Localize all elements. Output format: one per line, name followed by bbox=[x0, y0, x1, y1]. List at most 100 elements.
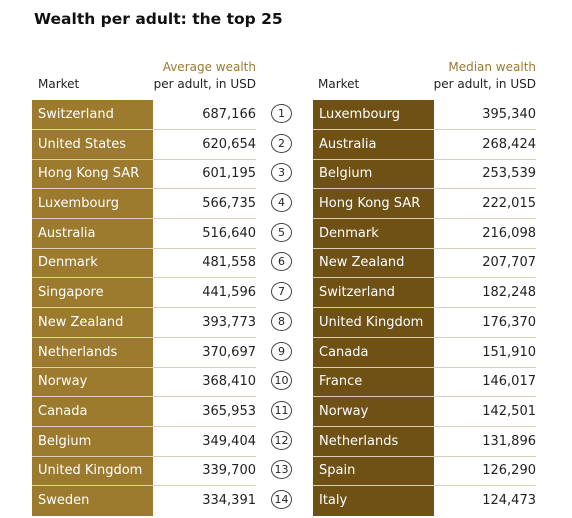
row-divider bbox=[313, 188, 536, 190]
table-row: Luxembourg 566,735 4 Hong Kong SAR 222,015 bbox=[32, 189, 536, 220]
table-row: Belgium 349,404 12 Netherlands 131,896 bbox=[32, 427, 536, 457]
median-wealth-value: 131,896 bbox=[482, 433, 536, 449]
average-market-name: Hong Kong SAR bbox=[38, 166, 140, 182]
table-row: Netherlands 370,697 9 Canada 151,910 bbox=[32, 338, 536, 368]
row-divider bbox=[32, 247, 256, 249]
average-market-name: Denmark bbox=[38, 255, 98, 271]
row-divider bbox=[313, 247, 536, 249]
rank-badge: 10 bbox=[271, 371, 292, 391]
row-divider bbox=[313, 307, 536, 309]
average-wealth-value: 365,953 bbox=[202, 403, 256, 419]
average-wealth-value: 481,558 bbox=[202, 255, 256, 271]
row-divider bbox=[32, 188, 256, 190]
median-wealth-value: 216,098 bbox=[482, 225, 536, 241]
median-market-name: France bbox=[319, 374, 363, 390]
median-market-name: Australia bbox=[319, 136, 377, 152]
rank-badge: 4 bbox=[271, 193, 292, 213]
median-market-name: Hong Kong SAR bbox=[319, 196, 421, 212]
table-row: Canada 365,953 11 Norway 142,501 bbox=[32, 397, 536, 427]
left-value-header-line1: Average wealth bbox=[162, 60, 256, 74]
table-row: Switzerland 687,166 1 Luxembourg 395,340 bbox=[32, 100, 536, 130]
row-divider bbox=[32, 485, 256, 487]
rank-badge: 12 bbox=[271, 430, 292, 450]
row-divider bbox=[32, 158, 256, 160]
median-wealth-value: 124,473 bbox=[482, 492, 536, 508]
table-row: Norway 368,410 10 France 146,017 bbox=[32, 367, 536, 398]
median-wealth-value: 176,370 bbox=[482, 314, 536, 330]
table-row: New Zealand 393,773 8 United Kingdom 176,370 bbox=[32, 308, 536, 338]
average-wealth-value: 687,166 bbox=[202, 107, 256, 122]
average-market-name: Norway bbox=[38, 374, 88, 390]
average-market-name: Australia bbox=[38, 225, 96, 241]
median-wealth-value: 253,539 bbox=[482, 166, 536, 182]
row-divider bbox=[313, 336, 536, 338]
row-divider bbox=[313, 218, 536, 220]
median-market-name: Canada bbox=[319, 344, 369, 360]
row-divider bbox=[32, 307, 256, 309]
average-wealth-value: 349,404 bbox=[202, 433, 256, 449]
rank-badge: 8 bbox=[271, 311, 292, 331]
average-wealth-value: 368,410 bbox=[202, 374, 256, 390]
rank-badge: 2 bbox=[271, 133, 292, 153]
row-divider bbox=[313, 425, 536, 427]
table-row: Australia 516,640 5 Denmark 216,098 bbox=[32, 219, 536, 249]
average-wealth-value: 370,697 bbox=[202, 344, 256, 360]
table-row: Singapore 441,596 7 Switzerland 182,248 bbox=[32, 278, 536, 309]
rank-badge: 6 bbox=[271, 252, 292, 272]
row-divider bbox=[313, 277, 536, 279]
average-wealth-value: 620,654 bbox=[202, 136, 256, 152]
median-market-name: Italy bbox=[319, 492, 348, 508]
median-market-name: New Zealand bbox=[319, 255, 405, 271]
rank-badge: 1 bbox=[271, 104, 292, 123]
ranking-table: Switzerland 687,166 1 Luxembourg 395,340 Unit… bbox=[32, 100, 536, 516]
average-market-name: Sweden bbox=[38, 492, 90, 508]
rank-badge: 11 bbox=[271, 400, 292, 420]
row-divider bbox=[313, 485, 536, 487]
average-wealth-value: 334,391 bbox=[202, 492, 256, 508]
table-row: Sweden 334,391 14 Italy 124,473 bbox=[32, 486, 536, 516]
average-wealth-value: 601,195 bbox=[202, 166, 256, 182]
rank-badge: 14 bbox=[271, 489, 292, 509]
row-divider bbox=[313, 158, 536, 160]
average-wealth-value: 339,700 bbox=[202, 463, 256, 479]
median-market-name: Norway bbox=[319, 403, 369, 419]
row-divider bbox=[313, 455, 536, 457]
median-wealth-value: 151,910 bbox=[482, 344, 536, 360]
row-divider bbox=[32, 396, 256, 398]
average-market-name: Luxembourg bbox=[38, 196, 120, 212]
table-row: Denmark 481,558 6 New Zealand 207,707 bbox=[32, 248, 536, 279]
rank-badge: 7 bbox=[271, 282, 292, 302]
average-market-name: Canada bbox=[38, 403, 88, 419]
median-wealth-value: 222,015 bbox=[482, 196, 536, 212]
row-divider bbox=[313, 366, 536, 368]
average-wealth-value: 516,640 bbox=[202, 225, 256, 241]
row-divider bbox=[32, 336, 256, 338]
row-divider bbox=[313, 396, 536, 398]
median-market-name: Switzerland bbox=[319, 285, 395, 301]
median-wealth-value: 207,707 bbox=[482, 255, 536, 271]
row-divider bbox=[32, 425, 256, 427]
average-wealth-value: 441,596 bbox=[202, 285, 256, 301]
median-market-name: Netherlands bbox=[319, 433, 399, 449]
median-wealth-value: 146,017 bbox=[482, 374, 536, 390]
median-wealth-value: 142,501 bbox=[482, 403, 536, 419]
table-row: United Kingdom 339,700 13 Spain 126,290 bbox=[32, 456, 536, 487]
row-divider bbox=[32, 218, 256, 220]
average-market-name: Switzerland bbox=[38, 107, 114, 122]
average-market-name: Belgium bbox=[38, 433, 92, 449]
rank-badge: 13 bbox=[271, 460, 292, 480]
row-divider bbox=[313, 129, 536, 130]
average-market-name: United States bbox=[38, 136, 127, 152]
row-divider bbox=[32, 129, 256, 130]
table-row: Hong Kong SAR 601,195 3 Belgium 253,539 bbox=[32, 159, 536, 190]
median-market-name: Spain bbox=[319, 463, 356, 479]
average-market-name: Netherlands bbox=[38, 344, 118, 360]
median-market-name: Luxembourg bbox=[319, 107, 401, 122]
table-row: United States 620,654 2 Australia 268,424 bbox=[32, 130, 536, 160]
average-wealth-value: 393,773 bbox=[202, 314, 256, 330]
row-divider bbox=[32, 366, 256, 368]
row-divider bbox=[32, 455, 256, 457]
median-wealth-value: 395,340 bbox=[482, 107, 536, 122]
row-divider bbox=[32, 277, 256, 279]
median-market-name: Denmark bbox=[319, 225, 379, 241]
